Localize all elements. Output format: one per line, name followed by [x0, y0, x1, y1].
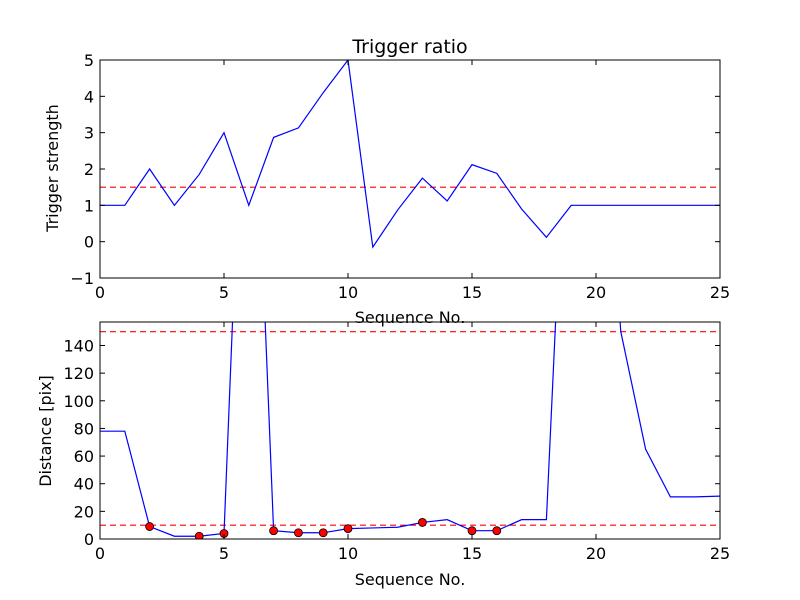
axes-frame	[99, 321, 721, 540]
x-tick-label: 5	[219, 283, 229, 302]
y-tick-label: 0	[84, 530, 94, 549]
y-tick-label: −1	[70, 269, 94, 288]
x-tick-label: 15	[462, 283, 482, 302]
plot-clipped-content	[100, 322, 720, 539]
y-tick-label: 140	[63, 336, 94, 355]
x-tick-label: 10	[338, 544, 358, 563]
x-tick-label: 20	[586, 544, 606, 563]
data-point-marker	[318, 528, 328, 538]
data-point-marker	[467, 526, 477, 536]
subplot-distance: 0 5 10 15 20 25 0 20 40 60 80 100 120 140 Sequence No…	[36, 321, 730, 589]
y-tick-label: 40	[74, 475, 94, 494]
y-tick-label: 100	[63, 392, 94, 411]
data-point-marker	[417, 518, 427, 527]
y-tick-label: 0	[84, 233, 94, 252]
axes-frame	[99, 59, 721, 279]
y-tick-label: 80	[74, 419, 94, 438]
y-axis-label: Trigger strength	[43, 104, 62, 233]
plot-clipped-content	[100, 60, 720, 249]
plot-area	[100, 60, 720, 249]
x-tick-label: 0	[95, 283, 105, 302]
x-tick-label: 0	[95, 544, 105, 563]
data-point-marker	[194, 531, 204, 539]
series-line	[100, 322, 720, 537]
chart-title: Trigger ratio	[351, 36, 467, 58]
x-tick-label: 15	[462, 544, 482, 563]
x-axis-label: Sequence No.	[355, 570, 466, 589]
y-tick-label: 60	[74, 447, 94, 466]
axes: 0 5 10 15 20 25 0 20 40 60 80 100 120 140	[63, 321, 730, 563]
x-tick-label: 25	[710, 283, 730, 302]
data-point-marker	[293, 528, 303, 538]
data-point-marker	[343, 524, 353, 534]
x-tick-label: 20	[586, 283, 606, 302]
y-tick-label: 20	[74, 502, 94, 521]
x-axis-label: Sequence No.	[355, 308, 466, 327]
data-point-marker	[145, 522, 155, 531]
y-tick-label: 1	[84, 196, 94, 215]
y-axis-label: Distance [pix]	[36, 375, 55, 487]
plot-area	[100, 322, 720, 539]
x-tick-label: 5	[219, 544, 229, 563]
x-tick-label: 10	[338, 283, 358, 302]
data-point-marker	[492, 526, 502, 536]
x-tick-label: 25	[710, 544, 730, 563]
series-line	[100, 60, 720, 249]
y-tick-label: 5	[84, 51, 94, 70]
y-tick-label: 3	[84, 124, 94, 143]
y-tick-label: 120	[63, 364, 94, 383]
data-point-marker	[269, 526, 279, 536]
y-tick-label: 4	[84, 87, 94, 106]
y-tick-label: 2	[84, 160, 94, 179]
